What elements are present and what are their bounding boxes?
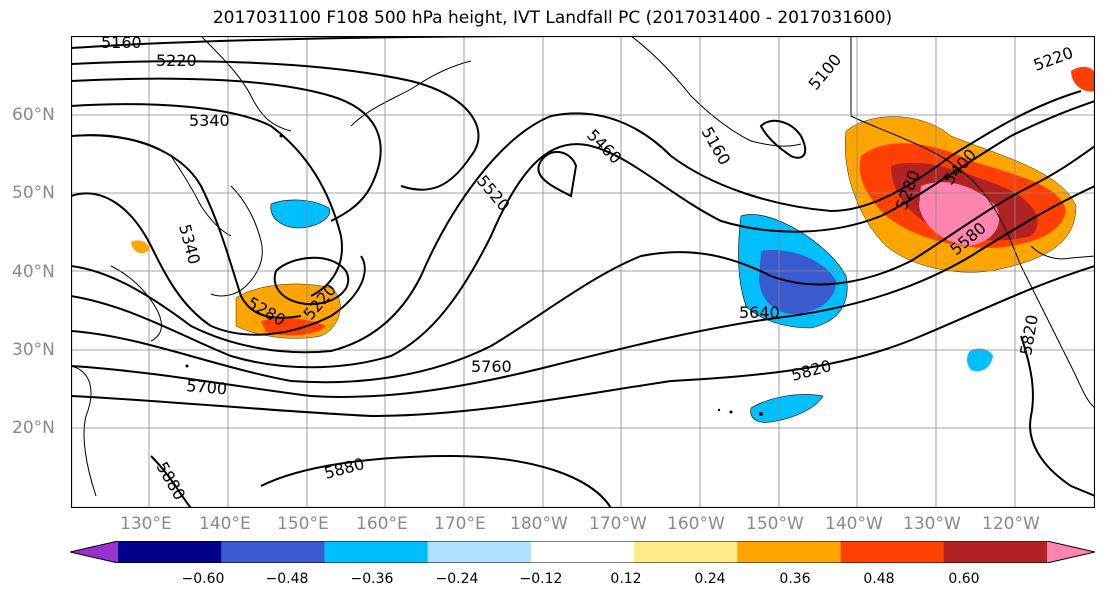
lon-label: 160°W <box>667 514 725 534</box>
lon-label: 180°W <box>510 514 568 534</box>
colorbar-extend-min <box>70 541 118 563</box>
colorbar-segment <box>840 541 945 563</box>
lon-label: 170°E <box>434 514 486 534</box>
colorbar-tick-label: −0.24 <box>435 571 479 587</box>
map-panel: 5160 5220 5340 5460 5520 5160 5100 5220 … <box>71 36 1095 508</box>
height-contours <box>71 36 1095 508</box>
contour-label: 5760 <box>471 357 512 376</box>
lat-label: 50°N <box>12 183 55 203</box>
colorbar-segment <box>221 541 325 563</box>
colorbar-segment <box>427 541 532 563</box>
colorbar-segment <box>530 541 635 563</box>
colorbar-segment <box>634 541 738 563</box>
map-border <box>71 36 1095 508</box>
lon-label: 130°E <box>120 514 172 534</box>
map-title: 2017031100 F108 500 hPa height, IVT Land… <box>212 8 893 28</box>
small-islands <box>185 134 763 416</box>
lon-label: 160°E <box>356 514 408 534</box>
colorbar-tick-label: 0.48 <box>863 571 895 587</box>
colorbar-tick-label: 0.60 <box>948 571 980 587</box>
colorbar-segment <box>943 541 1048 563</box>
colorbar-tick-label: −0.36 <box>350 571 394 587</box>
gridlines <box>71 36 1095 508</box>
colorbar-tick-label: 0.12 <box>610 571 642 587</box>
colorbar-extend-max <box>1047 541 1095 563</box>
lon-label: 170°W <box>589 514 647 534</box>
colorbar <box>70 541 1095 563</box>
contour-label: 5340 <box>189 111 230 130</box>
coastlines <box>71 36 1095 497</box>
lat-label: 40°N <box>12 262 55 282</box>
contour-label: 5220 <box>156 51 197 70</box>
contour-label: 5700 <box>186 376 228 398</box>
colorbar-tick-label: 0.24 <box>694 571 726 587</box>
lat-label: 20°N <box>12 418 55 438</box>
colorbar-tick-label: −0.12 <box>519 571 563 587</box>
lon-label: 130°W <box>903 514 961 534</box>
colorbar-segment <box>324 541 429 563</box>
lon-label: 140°W <box>825 514 883 534</box>
lon-label: 150°E <box>277 514 329 534</box>
colorbar-tick-label: −0.48 <box>265 571 309 587</box>
lon-label: 140°E <box>199 514 251 534</box>
contour-label: 5640 <box>739 303 780 322</box>
colorbar-tick-label: 0.36 <box>779 571 811 587</box>
lat-label: 60°N <box>12 105 55 125</box>
lon-label: 150°W <box>746 514 804 534</box>
colorbar-tick-label: −0.60 <box>181 571 225 587</box>
lon-label: 120°W <box>982 514 1040 534</box>
colorbar-segment <box>737 541 842 563</box>
lat-label: 30°N <box>12 340 55 360</box>
contour-label: 5160 <box>101 36 142 52</box>
colorbar-segment <box>118 541 222 563</box>
